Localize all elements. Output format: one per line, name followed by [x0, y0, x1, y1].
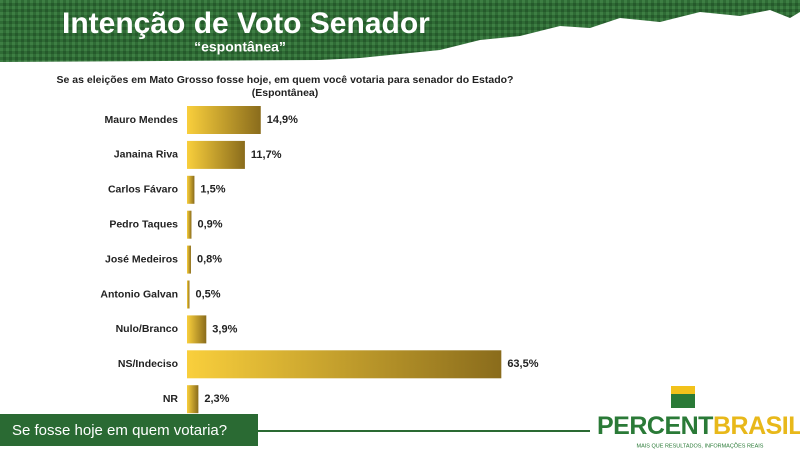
value-label: 11,7% [251, 149, 282, 161]
bar [187, 175, 195, 204]
bar [187, 315, 207, 344]
header-band [0, 0, 800, 62]
bar [187, 140, 245, 169]
category-label: José Medeiros [105, 253, 178, 265]
category-label: Antonio Galvan [100, 288, 178, 300]
footer-banner-bg [0, 414, 258, 446]
bars: Mauro Mendes 14,9% Janaina Riva 11,7% Carlos… [100, 106, 539, 414]
category-label: Mauro Mendes [104, 114, 178, 126]
category-label: NR [163, 393, 179, 405]
logo-part2: BRASIL [713, 412, 800, 440]
value-label: 0,9% [197, 219, 222, 231]
value-label: 1,5% [200, 184, 225, 196]
category-label: Janaina Riva [114, 149, 178, 161]
bar [187, 350, 502, 379]
value-label: 3,9% [212, 323, 237, 335]
question: Se as eleições em Mato Grosso fosse hoje… [57, 74, 514, 86]
question-note: (Espontânea) [252, 87, 319, 99]
bar [187, 106, 261, 134]
logo: PERCENTBRASIL® [597, 412, 800, 440]
value-label: 2,3% [204, 393, 229, 405]
title: Intenção de Voto Senador [62, 7, 430, 40]
bar [187, 280, 190, 309]
value-label: 0,5% [195, 288, 220, 300]
bar [187, 210, 192, 239]
bar [187, 245, 191, 274]
logo-icon-top [671, 386, 695, 394]
category-label: Nulo/Branco [116, 323, 178, 335]
category-label: NS/Indeciso [118, 358, 178, 370]
value-label: 63,5% [507, 358, 538, 370]
footer-banner: Se fosse hoje em quem votaria? [12, 422, 227, 439]
bar [187, 385, 199, 414]
logo-icon-bottom [671, 394, 695, 408]
tagline: MAIS QUE RESULTADOS, INFORMAÇÕES REAIS [637, 442, 764, 449]
value-label: 0,8% [197, 254, 222, 266]
logo-part1: PERCENT [597, 412, 713, 440]
category-label: Pedro Taques [109, 218, 178, 230]
category-label: Carlos Fávaro [108, 184, 178, 196]
value-label: 14,9% [267, 114, 298, 126]
subtitle: “espontânea” [194, 39, 286, 55]
